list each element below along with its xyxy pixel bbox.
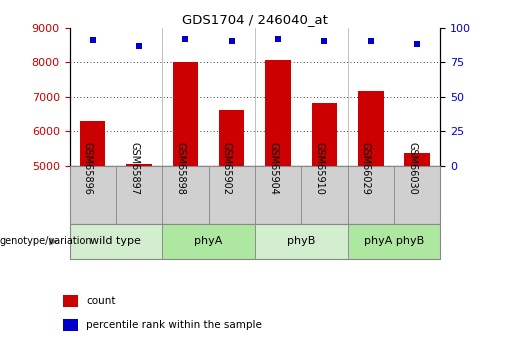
Text: genotype/variation: genotype/variation <box>0 237 93 246</box>
Bar <box>126 164 152 166</box>
Text: GSM65896: GSM65896 <box>83 142 93 195</box>
Bar <box>358 91 384 166</box>
Bar <box>209 166 255 224</box>
Bar <box>301 166 348 224</box>
Text: GSM66029: GSM66029 <box>361 142 371 195</box>
Point <box>274 36 282 41</box>
Text: GSM65898: GSM65898 <box>176 142 185 195</box>
Bar <box>348 224 440 259</box>
Bar <box>312 103 337 166</box>
Point <box>320 39 329 44</box>
Bar <box>265 60 291 166</box>
Text: GSM65897: GSM65897 <box>129 142 139 195</box>
Text: GSM65902: GSM65902 <box>222 142 232 195</box>
Text: GSM65910: GSM65910 <box>315 142 324 195</box>
Point <box>135 43 143 48</box>
Text: phyB: phyB <box>287 237 316 246</box>
Bar <box>173 62 198 166</box>
Title: GDS1704 / 246040_at: GDS1704 / 246040_at <box>182 13 328 27</box>
Bar <box>394 166 440 224</box>
Bar <box>63 319 78 331</box>
Bar <box>162 224 255 259</box>
Text: count: count <box>86 296 115 306</box>
Bar <box>70 166 116 224</box>
Bar <box>70 224 162 259</box>
Bar <box>116 166 162 224</box>
Text: phyA: phyA <box>194 237 223 246</box>
Point <box>89 37 97 43</box>
Bar <box>255 166 301 224</box>
Point <box>413 41 421 47</box>
Bar <box>404 153 430 166</box>
Text: wild type: wild type <box>91 237 141 246</box>
Point <box>181 36 190 41</box>
Bar <box>255 224 348 259</box>
Point <box>228 39 236 44</box>
Bar <box>219 110 245 166</box>
Text: percentile rank within the sample: percentile rank within the sample <box>86 320 262 330</box>
Text: GSM65904: GSM65904 <box>268 142 278 195</box>
Bar <box>63 295 78 307</box>
Bar <box>162 166 209 224</box>
Bar <box>348 166 394 224</box>
Bar <box>80 121 106 166</box>
Point <box>367 39 375 44</box>
Text: GSM66030: GSM66030 <box>407 142 417 195</box>
Text: phyA phyB: phyA phyB <box>364 237 424 246</box>
